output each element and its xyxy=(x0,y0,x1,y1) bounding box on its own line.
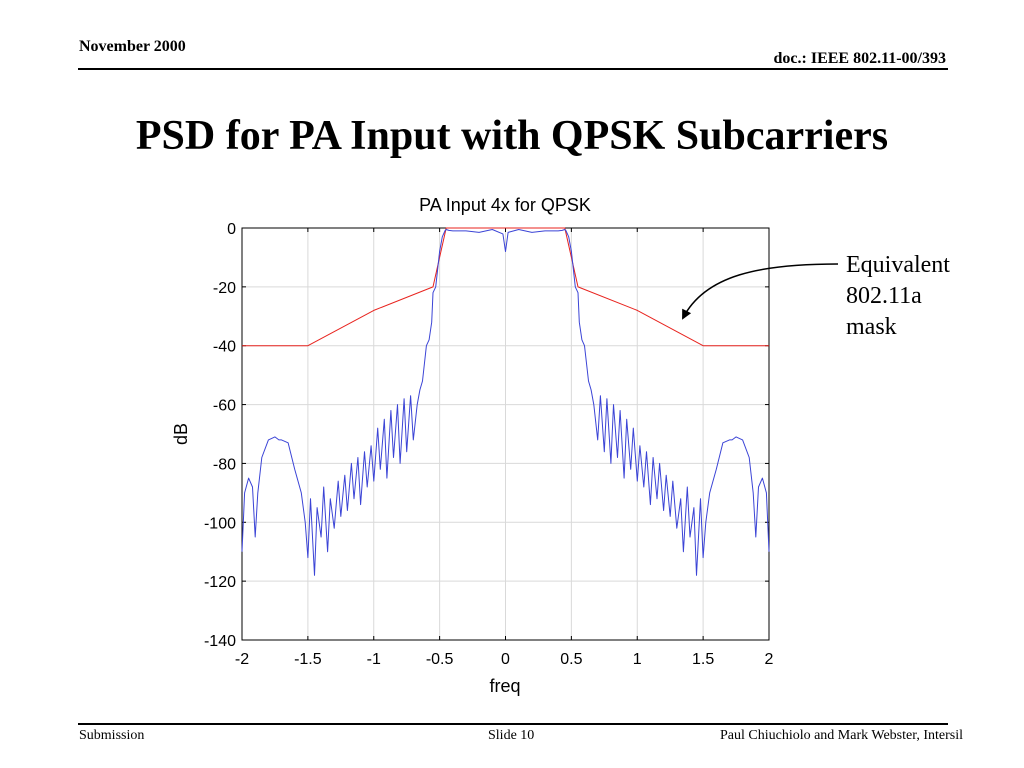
x-tick-label: 2 xyxy=(765,651,774,668)
y-tick-label: -20 xyxy=(213,280,236,297)
y-tick-label: -80 xyxy=(213,456,236,473)
annotation-line: Equivalent xyxy=(846,252,950,278)
x-tick-label: -1 xyxy=(367,651,381,668)
footer-slide-number: Slide 10 xyxy=(488,728,535,743)
footer-authors: Paul Chiuchiolo and Mark Webster, Inters… xyxy=(719,728,963,743)
y-tick-label: -60 xyxy=(213,398,236,415)
y-tick-label: -120 xyxy=(204,574,236,591)
y-tick-label: -100 xyxy=(204,515,236,532)
chart-title: PA Input 4x for QPSK xyxy=(419,195,591,215)
header-doc-id: doc.: IEEE 802.11-00/393 xyxy=(773,50,946,67)
x-tick-label: -1.5 xyxy=(294,651,322,668)
chart-series xyxy=(241,227,770,576)
x-tick-label: 0.5 xyxy=(560,651,582,668)
chart-grid xyxy=(241,227,770,641)
x-tick-label: -0.5 xyxy=(426,651,454,668)
header-date: November 2000 xyxy=(79,38,186,55)
y-tick-label: -140 xyxy=(204,633,236,650)
x-tick-label: 1 xyxy=(633,651,642,668)
mask-series-line xyxy=(242,227,769,347)
x-tick-label: 0 xyxy=(501,651,510,668)
x-tick-label: -2 xyxy=(235,651,249,668)
psd-series-line xyxy=(241,229,770,576)
y-tick-label: -40 xyxy=(213,339,236,356)
slide-title: PSD for PA Input with QPSK Subcarriers xyxy=(135,113,889,159)
footer-rule xyxy=(78,723,948,725)
x-axis-label: freq xyxy=(489,676,520,696)
annotation-arrow xyxy=(682,263,839,320)
footer-submission: Submission xyxy=(79,728,145,743)
mask-annotation: Equivalent 802.11a mask xyxy=(846,250,950,343)
chart-ticks: -2 -1.5 -1 -0.5 0 0.5 1 1.5 2 0 -20 -40 -60 -80 -100 -1… xyxy=(204,221,774,668)
header-rule xyxy=(78,68,948,70)
x-tick-label: 1.5 xyxy=(692,651,714,668)
annotation-line: mask xyxy=(846,314,897,340)
y-tick-label: 0 xyxy=(227,221,236,238)
y-axis-label: dB xyxy=(171,423,191,445)
annotation-line: 802.11a xyxy=(846,283,922,309)
